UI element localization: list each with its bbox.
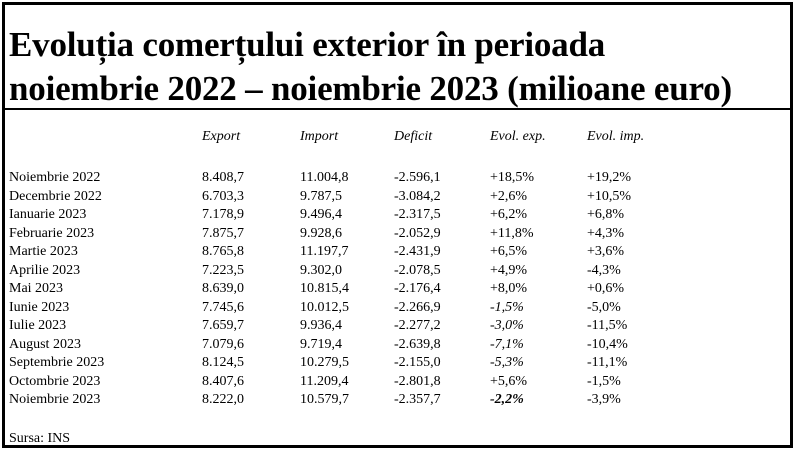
cell-deficit: -2.357,7: [394, 392, 441, 407]
cell-evol-imp: +6,8%: [587, 207, 625, 222]
cell-month: Mai 2023: [9, 281, 64, 296]
cell-deficit: -2.596,1: [394, 170, 441, 185]
cell-month: Ianuarie 2023: [9, 207, 87, 222]
header-import: Import: [300, 129, 339, 144]
cell-month: Noiembrie 2022: [9, 170, 101, 185]
cell-export: 8.765,8: [202, 244, 244, 259]
source-note: Sursa: INS: [9, 431, 71, 446]
cell-deficit: -2.431,9: [394, 244, 441, 259]
header-export: Export: [202, 129, 241, 144]
cell-deficit: -2.078,5: [394, 262, 441, 278]
cell-import: 9.936,4: [300, 318, 342, 333]
page-title: Evoluția comerțului exterior în perioada…: [9, 23, 732, 111]
cell-export: 7.223,5: [202, 262, 244, 278]
cell-import: 9.928,6: [300, 225, 342, 241]
cell-month: Septembrie 2023: [9, 355, 105, 370]
cell-month: Octombrie 2023: [9, 373, 101, 389]
cell-evol-imp: +3,6%: [587, 244, 625, 259]
cell-import: 9.787,5: [300, 188, 342, 204]
cell-export: 7.875,7: [202, 225, 244, 241]
cell-evol-exp: -2,2%: [490, 392, 524, 407]
cell-evol-imp: +0,6%: [587, 281, 625, 296]
cell-deficit: -2.052,9: [394, 225, 441, 241]
header-evol-exp: Evol. exp.: [490, 129, 546, 144]
cell-import: 10.279,5: [300, 355, 349, 370]
cell-import: 10.012,5: [300, 299, 349, 315]
cell-export: 8.222,0: [202, 392, 244, 407]
cell-evol-imp: -10,4%: [587, 336, 628, 352]
cell-deficit: -2.317,5: [394, 207, 441, 222]
cell-deficit: -2.277,2: [394, 318, 441, 333]
cell-export: 8.639,0: [202, 281, 244, 296]
cell-evol-imp: -4,3%: [587, 262, 621, 278]
cell-month: Martie 2023: [9, 244, 78, 259]
cell-export: 7.079,6: [202, 336, 244, 352]
cell-deficit: -2.176,4: [394, 281, 441, 296]
cell-export: 8.124,5: [202, 355, 244, 370]
cell-evol-exp: +6,5%: [490, 244, 528, 259]
cell-deficit: -2.155,0: [394, 355, 441, 370]
header-deficit: Deficit: [394, 129, 433, 144]
cell-evol-exp: -7,1%: [490, 336, 524, 352]
cell-month: Iulie 2023: [9, 318, 67, 333]
cell-deficit: -2.639,8: [394, 336, 441, 352]
cell-evol-exp: -5,3%: [490, 355, 524, 370]
cell-evol-exp: -3,0%: [490, 318, 524, 333]
cell-evol-imp: -5,0%: [587, 299, 621, 315]
cell-import: 9.302,0: [300, 262, 342, 278]
cell-import: 11.004,8: [300, 170, 349, 185]
cell-evol-exp: +5,6%: [490, 373, 528, 389]
cell-evol-imp: -11,1%: [587, 355, 628, 370]
cell-export: 7.178,9: [202, 207, 244, 222]
header-evol-imp: Evol. imp.: [587, 129, 645, 144]
cell-evol-exp: +18,5%: [490, 170, 535, 185]
cell-month: Iunie 2023: [9, 299, 70, 315]
cell-deficit: -3.084,2: [394, 188, 441, 204]
document-frame: Evoluția comerțului exterior în perioada…: [2, 2, 793, 448]
cell-evol-exp: -1,5%: [490, 299, 524, 315]
cell-evol-imp: -3,9%: [587, 392, 621, 407]
title-divider: [5, 108, 790, 110]
cell-evol-exp: +2,6%: [490, 188, 528, 204]
cell-deficit: -2.266,9: [394, 299, 441, 315]
cell-evol-exp: +11,8%: [490, 225, 534, 241]
cell-month: August 2023: [9, 336, 81, 352]
cell-evol-imp: +4,3%: [587, 225, 625, 241]
cell-evol-exp: +6,2%: [490, 207, 528, 222]
cell-export: 8.407,6: [202, 373, 244, 389]
cell-month: Aprilie 2023: [9, 262, 81, 278]
cell-import: 10.579,7: [300, 392, 349, 407]
cell-import: 11.209,4: [300, 373, 349, 389]
cell-export: 6.703,3: [202, 188, 244, 204]
cell-evol-exp: +4,9%: [490, 262, 528, 278]
cell-evol-imp: -11,5%: [587, 318, 628, 333]
cell-evol-imp: -1,5%: [587, 373, 621, 389]
cell-export: 8.408,7: [202, 170, 244, 185]
cell-export: 7.659,7: [202, 318, 244, 333]
title-line-2: noiembrie 2022 – noiembrie 2023 (milioan…: [9, 69, 732, 108]
cell-import: 10.815,4: [300, 281, 349, 296]
cell-import: 9.496,4: [300, 207, 342, 222]
cell-import: 9.719,4: [300, 336, 342, 352]
cell-evol-imp: +19,2%: [587, 170, 632, 185]
cell-evol-exp: +8,0%: [490, 281, 528, 296]
cell-month: Noiembrie 2023: [9, 392, 101, 407]
cell-deficit: -2.801,8: [394, 373, 441, 389]
cell-import: 11.197,7: [300, 244, 349, 259]
cell-month: Februarie 2023: [9, 225, 95, 241]
cell-evol-imp: +10,5%: [587, 188, 632, 204]
title-line-1: Evoluția comerțului exterior în perioada: [9, 25, 606, 64]
cell-month: Decembrie 2022: [9, 188, 102, 204]
cell-export: 7.745,6: [202, 299, 244, 315]
